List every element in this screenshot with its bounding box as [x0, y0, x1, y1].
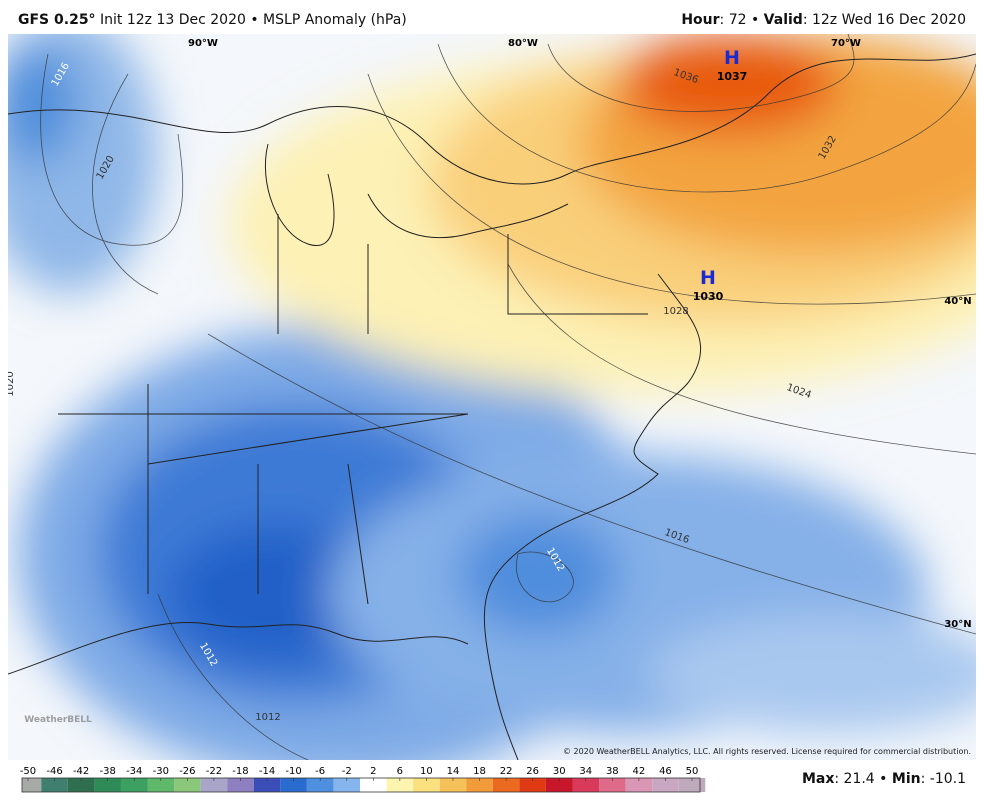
- colorbar-frame: [21, 777, 701, 793]
- colorbar-tick-label: -46: [46, 766, 62, 777]
- isobar-label: 1028: [663, 306, 688, 317]
- max: 21.4: [843, 771, 875, 787]
- colorbar-swatch: [386, 778, 414, 792]
- valid: : 12z Wed 16 Dec 2020: [802, 12, 966, 28]
- colorbar-swatch: [280, 778, 307, 792]
- colorbar-tick-label: -34: [126, 766, 142, 777]
- colorbar-tick-label: -50: [20, 766, 36, 777]
- colorbar-swatch: [253, 778, 281, 792]
- header-right: Hour: 72 • Valid: 12z Wed 16 Dec 2020: [681, 12, 966, 28]
- colorbar-swatch: [174, 778, 201, 792]
- subtitle: Init 12z 13 Dec 2020 • MSLP Anomaly (hPa…: [100, 12, 407, 28]
- colorbar-tick-label: 34: [579, 766, 592, 777]
- map: 90°W 80°W 70°W40°N30°NH1037H10301016102010…: [8, 34, 976, 760]
- colorbar-swatch: [333, 778, 360, 792]
- colorbar-swatch: [572, 778, 600, 792]
- colorbar-swatch: [678, 778, 706, 792]
- colorbar-swatch: [466, 778, 493, 792]
- min-label: Min: [891, 771, 921, 787]
- colorbar-swatch: [306, 778, 334, 792]
- colorbar-swatch: [147, 778, 175, 792]
- colorbar-swatch: [94, 778, 121, 792]
- longitude-label: 90°W: [188, 38, 218, 49]
- min: -10.1: [929, 771, 966, 787]
- longitude-label: 80°W: [508, 38, 538, 49]
- model: GFS 0.25°: [18, 12, 96, 28]
- colorbar-tick-label: 38: [606, 766, 619, 777]
- colorbar-tick-label: 6: [397, 766, 403, 777]
- colorbar-swatch: [413, 778, 440, 792]
- isobar-label: 1012: [255, 712, 280, 723]
- footer: Max: 21.4 • Min: -10.1: [801, 771, 966, 787]
- colorbar-tick-label: 14: [447, 766, 460, 777]
- latitude-label: 40°N: [944, 296, 971, 307]
- isobars: [40, 34, 976, 760]
- colorbar-tick-label: 2: [370, 766, 376, 777]
- header-left: GFS 0.25° Init 12z 13 Dec 2020 • MSLP An…: [18, 12, 407, 28]
- colorbar-swatch: [652, 778, 679, 792]
- boundaries: [8, 53, 976, 760]
- latitude-label: 30°N: [944, 619, 971, 630]
- high-symbol: H: [700, 267, 716, 289]
- colorbar-swatch: [227, 778, 254, 792]
- colorbar-tick-label: 18: [473, 766, 486, 777]
- colorbar-tick-label: 46: [659, 766, 672, 777]
- hour: : 72 •: [719, 12, 764, 28]
- max-label: Max: [801, 771, 835, 787]
- valid-label: Valid: [763, 12, 803, 28]
- colorbar-tick-label: -22: [206, 766, 222, 777]
- colorbar-tick-label: 10: [420, 766, 433, 777]
- anomaly-fill: [8, 34, 976, 760]
- colorbar-tick-label: -30: [153, 766, 169, 777]
- colorbar-tick-label: -26: [179, 766, 195, 777]
- high-value: 1037: [717, 70, 748, 83]
- colorbar-swatch: [360, 778, 387, 792]
- colorbar-tick-label: -6: [315, 766, 325, 777]
- colorbar-swatch: [120, 778, 148, 792]
- colorbar-tick-label: 22: [500, 766, 513, 777]
- longitude-label: 70°W: [831, 38, 861, 49]
- colorbar-swatch: [439, 778, 467, 792]
- high-symbol: H: [724, 47, 740, 69]
- colorbar-tick-label: -42: [73, 766, 89, 777]
- high-value: 1030: [693, 290, 724, 303]
- colorbar-swatch: [200, 778, 228, 792]
- colorbar-swatch: [492, 778, 520, 792]
- hour-label: Hour: [681, 12, 720, 28]
- colorbar: -50 -46 -42 -38 -34 -30 -26 -22 -18 -14 -10 -6 -2 2 6 1…: [20, 766, 706, 793]
- colorbar-tick-label: 42: [633, 766, 646, 777]
- colorbar-swatch: [599, 778, 626, 792]
- colorbar-swatch: [625, 778, 653, 792]
- colorbar-tick-label: 50: [686, 766, 699, 777]
- colorbar-group: -50 -46 -42 -38 -34 -30 -26 -22 -18 -14 -10 -6 -2 2 6 1…: [20, 766, 706, 793]
- colorbar-tick-label: -18: [232, 766, 248, 777]
- colorbar-tick-label: -38: [100, 766, 116, 777]
- colorbar-tick-label: -14: [259, 766, 275, 777]
- colorbar-tick-label: -2: [342, 766, 352, 777]
- colorbar-swatch: [67, 778, 95, 792]
- isobar-label: 1020: [8, 371, 16, 396]
- sep: •: [879, 771, 888, 787]
- colorbar-tick-label: -10: [285, 766, 301, 777]
- credit: © 2020 WeatherBELL Analytics, LLC. All r…: [563, 747, 971, 756]
- colorbar-swatch: [41, 778, 68, 792]
- colorbar-swatch: [22, 778, 42, 792]
- colorbar-swatch: [545, 778, 573, 792]
- colorbar-tick-label: 30: [553, 766, 566, 777]
- colorbar-swatch: [519, 778, 546, 792]
- colorbar-tick-label: 26: [526, 766, 539, 777]
- logo: WeatherBELL: [24, 715, 92, 725]
